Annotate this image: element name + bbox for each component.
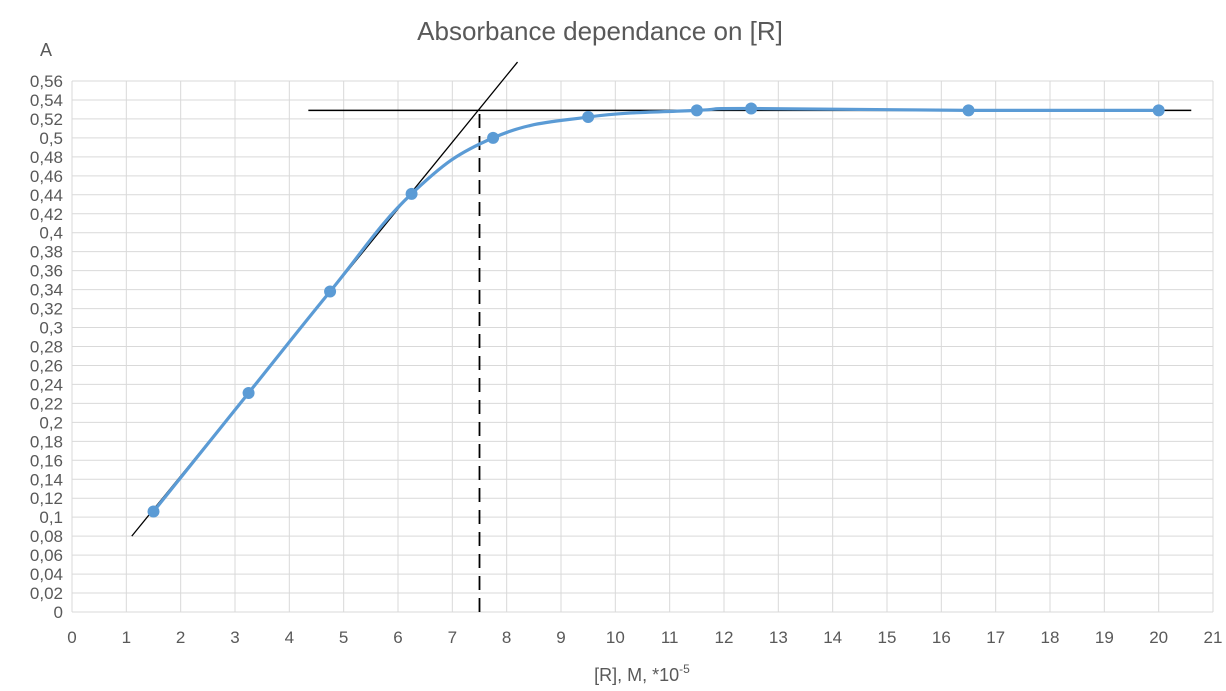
x-tick-label: 18 (1041, 628, 1060, 647)
y-tick-label: 0,04 (30, 565, 63, 584)
y-tick-label: 0,52 (30, 110, 63, 129)
series (147, 102, 1165, 518)
y-tick-label: 0,16 (30, 451, 63, 470)
data-point (324, 285, 337, 298)
x-axis-label: [R], M, *10-5 (594, 662, 690, 685)
data-point (745, 102, 758, 115)
y-tick-label: 0,22 (30, 394, 63, 413)
y-tick-label: 0,12 (30, 489, 63, 508)
y-tick-label: 0,08 (30, 527, 63, 546)
y-tick-label: 0,28 (30, 338, 63, 357)
x-tick-label: 10 (606, 628, 625, 647)
x-tick-label: 21 (1204, 628, 1223, 647)
y-tick-label: 0,4 (39, 224, 63, 243)
tick-labels: 0 1 2 3 4 5 6 7 8 9 10 11 12 13 14 15 16 17 18 19 20 2100,020… (30, 72, 1223, 647)
x-tick-label: 1 (122, 628, 131, 647)
data-point (1152, 104, 1165, 117)
y-tick-label: 0,1 (39, 508, 63, 527)
y-tick-label: 0,54 (30, 91, 63, 110)
y-tick-label: 0,26 (30, 356, 63, 375)
x-tick-label: 0 (67, 628, 76, 647)
series-line (152, 106, 1159, 513)
x-tick-label: 8 (502, 628, 511, 647)
x-tick-label: 20 (1149, 628, 1168, 647)
data-point (405, 187, 418, 200)
x-tick-label: 12 (715, 628, 734, 647)
x-tick-label: 2 (176, 628, 185, 647)
x-tick-label: 5 (339, 628, 348, 647)
x-tick-label: 16 (932, 628, 951, 647)
data-point (487, 131, 500, 144)
x-axis-label-exponent: -5 (679, 662, 690, 676)
x-tick-label: 13 (769, 628, 788, 647)
x-tick-label: 11 (661, 628, 679, 647)
y-tick-label: 0,34 (30, 281, 63, 300)
y-axis-label: A (40, 40, 52, 60)
y-tick-label: 0,36 (30, 262, 63, 281)
y-tick-label: 0,38 (30, 243, 63, 262)
x-tick-label: 19 (1095, 628, 1114, 647)
y-tick-label: 0,18 (30, 432, 63, 451)
data-point (147, 505, 160, 518)
chart-title: Absorbance dependance on [R] (417, 16, 783, 46)
y-tick-label: 0,32 (30, 300, 63, 319)
y-tick-label: 0,44 (30, 186, 63, 205)
y-tick-label: 0,24 (30, 375, 63, 394)
x-tick-label: 3 (230, 628, 239, 647)
y-tick-label: 0,5 (39, 129, 63, 148)
y-tick-label: 0,48 (30, 148, 63, 167)
grid (71, 80, 1214, 613)
y-tick-label: 0,02 (30, 584, 63, 603)
y-tick-label: 0 (54, 603, 63, 622)
x-tick-label: 9 (556, 628, 565, 647)
y-tick-label: 0,3 (39, 319, 63, 338)
data-point (242, 386, 255, 399)
x-tick-label: 15 (878, 628, 897, 647)
data-point (690, 104, 703, 117)
y-tick-label: 0,42 (30, 205, 63, 224)
data-point (962, 104, 975, 117)
y-tick-label: 0,2 (39, 413, 63, 432)
y-tick-label: 0,14 (30, 470, 63, 489)
x-tick-label: 17 (986, 628, 1005, 647)
y-tick-label: 0,06 (30, 546, 63, 565)
x-axis-label-text: [R], M, *10 (594, 665, 679, 685)
data-point (582, 111, 595, 124)
y-tick-label: 0,46 (30, 167, 63, 186)
x-tick-label: 7 (448, 628, 457, 647)
x-tick-label: 14 (823, 628, 842, 647)
y-tick-label: 0,56 (30, 72, 63, 91)
annotations (131, 61, 1192, 612)
x-tick-label: 4 (285, 628, 294, 647)
x-tick-label: 6 (393, 628, 402, 647)
